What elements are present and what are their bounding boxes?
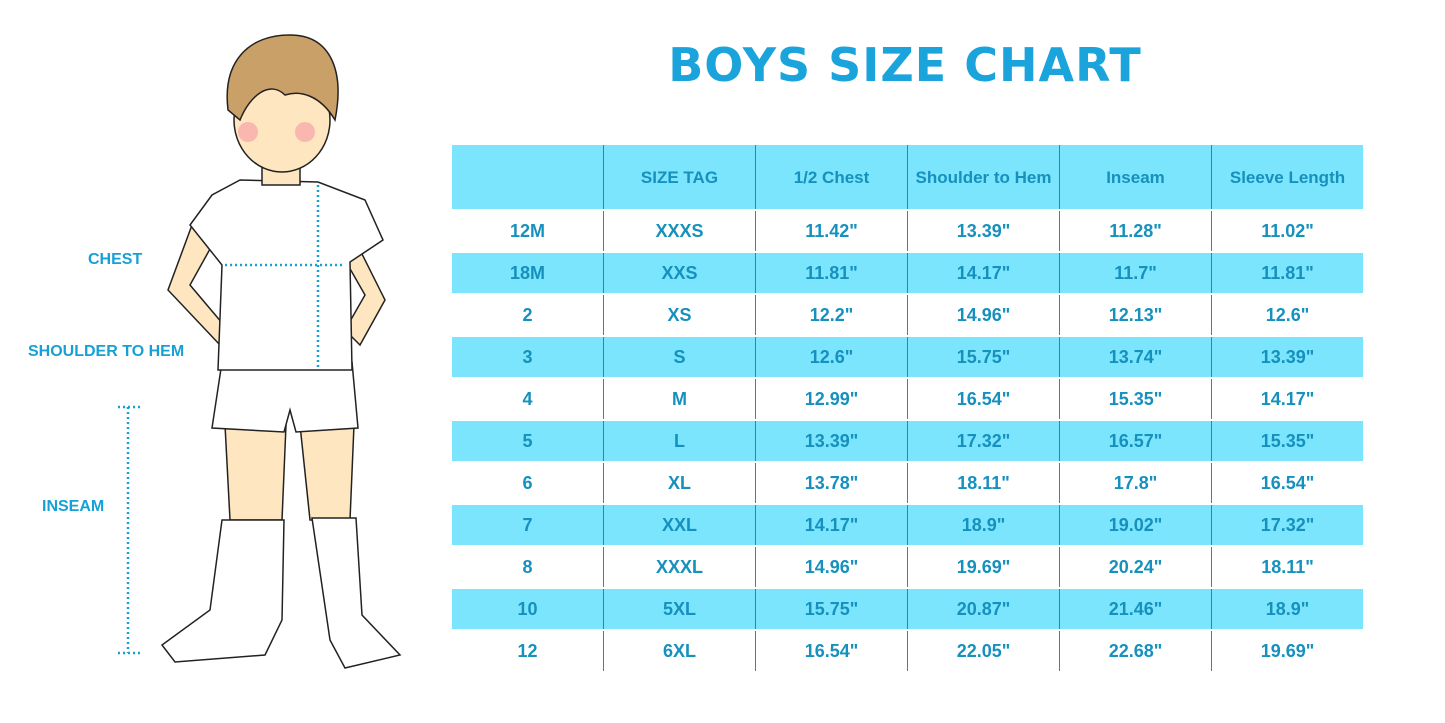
column-header [452, 145, 604, 210]
table-cell: 15.75" [755, 587, 908, 630]
table-row: 8 XXXL 14.96" 19.69" 20.24" 18.11" [452, 545, 1363, 588]
table-cell: 15.75" [907, 335, 1060, 378]
column-header: SIZE TAG [603, 145, 756, 210]
table-cell: 22.68" [1059, 629, 1212, 671]
column-header: Shoulder to Hem [907, 145, 1060, 210]
table-cell: 14.17" [755, 503, 908, 546]
table-cell: 17.32" [907, 419, 1060, 462]
table-row: 12M XXXS 11.42" 13.39" 11.28" 11.02" [452, 209, 1363, 252]
table-cell: 20.87" [907, 587, 1060, 630]
table-cell: 20.24" [1059, 545, 1212, 588]
table-cell: 12 [452, 629, 604, 671]
column-header: Sleeve Length [1211, 145, 1363, 210]
table-cell: 4 [452, 377, 604, 420]
table-row: 6 XL 13.78" 18.11" 17.8" 16.54" [452, 461, 1363, 504]
table-cell: 21.46" [1059, 587, 1212, 630]
header-row: SIZE TAG 1/2 Chest Shoulder to Hem Inseam Sl… [452, 145, 1363, 210]
table-cell: 16.54" [1211, 461, 1363, 504]
table-cell: 11.02" [1211, 209, 1363, 252]
table-cell: 12.13" [1059, 293, 1212, 336]
table-cell: 19.69" [1211, 629, 1363, 671]
table-cell: 12.6" [755, 335, 908, 378]
column-header: 1/2 Chest [755, 145, 908, 210]
table-row: 2 XS 12.2" 14.96" 12.13" 12.6" [452, 293, 1363, 336]
table-row: 12 6XL 16.54" 22.05" 22.68" 19.69" [452, 629, 1363, 671]
size-table: SIZE TAG 1/2 Chest Shoulder to Hem Inseam Sl… [452, 145, 1363, 671]
table-cell: 15.35" [1211, 419, 1363, 462]
table-row: 3 S 12.6" 15.75" 13.74" 13.39" [452, 335, 1363, 378]
table-cell: M [603, 377, 756, 420]
table-cell: 14.17" [907, 251, 1060, 294]
table-row: 18M XXS 11.81" 14.17" 11.7" 11.81" [452, 251, 1363, 294]
table-cell: 17.32" [1211, 503, 1363, 546]
table-cell: XL [603, 461, 756, 504]
table-cell: 6XL [603, 629, 756, 671]
table-cell: 16.57" [1059, 419, 1212, 462]
table-cell: 11.81" [755, 251, 908, 294]
table-cell: 13.39" [1211, 335, 1363, 378]
table-cell: 3 [452, 335, 604, 378]
table-row: 10 5XL 15.75" 20.87" 21.46" 18.9" [452, 587, 1363, 630]
table-cell: 16.54" [755, 629, 908, 671]
table-cell: 13.39" [755, 419, 908, 462]
table-row: 4 M 12.99" 16.54" 15.35" 14.17" [452, 377, 1363, 420]
table-cell: 18.9" [1211, 587, 1363, 630]
table-cell: XXXS [603, 209, 756, 252]
table-cell: 8 [452, 545, 604, 588]
table-cell: L [603, 419, 756, 462]
chest-label: CHEST [88, 251, 143, 268]
table-cell: 19.02" [1059, 503, 1212, 546]
table-cell: 7 [452, 503, 604, 546]
table-cell: 12.6" [1211, 293, 1363, 336]
table-cell: 18M [452, 251, 604, 294]
table-cell: XS [603, 293, 756, 336]
shoulder-to-hem-label: SHOULDER TO HEM [28, 343, 185, 360]
table-cell: 12M [452, 209, 604, 252]
table-cell: 13.39" [907, 209, 1060, 252]
table-cell: 13.78" [755, 461, 908, 504]
table-cell: XXXL [603, 545, 756, 588]
table-cell: 14.96" [907, 293, 1060, 336]
table-cell: 18.11" [1211, 545, 1363, 588]
table-cell: 14.17" [1211, 377, 1363, 420]
table-cell: 2 [452, 293, 604, 336]
table-cell: 13.74" [1059, 335, 1212, 378]
table-row: 7 XXL 14.17" 18.9" 19.02" 17.32" [452, 503, 1363, 546]
table-cell: 6 [452, 461, 604, 504]
table-cell: XXL [603, 503, 756, 546]
table-cell: 11.28" [1059, 209, 1212, 252]
table-cell: XXS [603, 251, 756, 294]
table-cell: 11.42" [755, 209, 908, 252]
table-cell: 12.2" [755, 293, 908, 336]
column-header: Inseam [1059, 145, 1212, 210]
table-cell: 5 [452, 419, 604, 462]
table-cell: 14.96" [755, 545, 908, 588]
table-cell: 19.69" [907, 545, 1060, 588]
table-cell: 15.35" [1059, 377, 1212, 420]
table-cell: 18.9" [907, 503, 1060, 546]
table-cell: 17.8" [1059, 461, 1212, 504]
table-cell: 11.7" [1059, 251, 1212, 294]
page-title: BOYS SIZE CHART [668, 38, 1142, 92]
inseam-label: INSEAM [42, 498, 105, 515]
boy-illustration [118, 34, 402, 669]
table-cell: 11.81" [1211, 251, 1363, 294]
table-cell: S [603, 335, 756, 378]
table-cell: 22.05" [907, 629, 1060, 671]
table-cell: 10 [452, 587, 604, 630]
table-cell: 18.11" [907, 461, 1060, 504]
table-cell: 12.99" [755, 377, 908, 420]
table-row: 5 L 13.39" 17.32" 16.57" 15.35" [452, 419, 1363, 462]
table-cell: 16.54" [907, 377, 1060, 420]
table-cell: 5XL [603, 587, 756, 630]
